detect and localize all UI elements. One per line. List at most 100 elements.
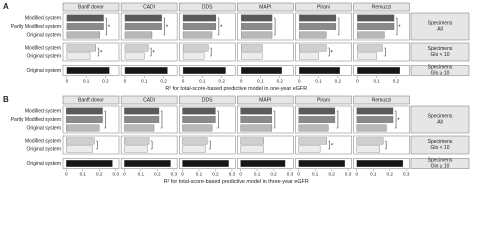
significance-label: * (166, 25, 169, 31)
x-tick-label: 0 (181, 172, 184, 177)
x-tick-label: 0.1 (315, 79, 322, 84)
facet-title: MAPI (259, 5, 271, 11)
x-tick-label: 0.3 (345, 172, 352, 177)
group-label-line: Glo ≥ 10 (431, 164, 450, 170)
group-label-line: Specimens (428, 140, 453, 146)
significance-bracket (217, 110, 219, 129)
bar (66, 67, 110, 74)
facet-title: Remuzzi (372, 5, 391, 11)
x-tick-label: 0 (182, 79, 185, 84)
group-label: Specimens Glo < 10 (428, 140, 453, 152)
row-label: Modified system (25, 45, 61, 51)
significance-bracket (217, 17, 220, 36)
bar (124, 31, 153, 39)
x-tick-label: 0.1 (370, 172, 377, 177)
row-label: Original system (27, 161, 61, 167)
facet-title: CADI (143, 5, 155, 11)
significance-bracket (273, 110, 276, 129)
panel-label: B (3, 95, 9, 104)
bar (356, 107, 394, 115)
significance-bracket (105, 17, 107, 36)
facet-title: Pirani (317, 5, 330, 11)
facet-strip (62, 95, 120, 105)
bar (240, 145, 264, 153)
group-label-line: All (437, 27, 443, 33)
row-label: Original system (27, 32, 61, 38)
significance-label: * (398, 25, 401, 31)
bar (298, 116, 336, 123)
bar (124, 44, 149, 52)
significance-label: * (397, 118, 400, 124)
bar (124, 116, 160, 123)
bar (298, 137, 327, 145)
x-tick-label: 0 (356, 172, 359, 177)
significance-bracket (149, 47, 152, 57)
group-strip (410, 12, 470, 41)
bar (356, 160, 404, 167)
bar (240, 116, 273, 123)
facet-title: Banff donor (78, 98, 104, 104)
bar (124, 14, 162, 22)
bar (124, 52, 145, 60)
bar (357, 23, 395, 30)
facet-strip (120, 2, 178, 12)
bar (356, 137, 384, 145)
bar (182, 116, 216, 123)
bar (66, 52, 91, 60)
significance-bracket (163, 17, 165, 36)
x-tick-label: 0 (123, 172, 126, 177)
x-tick-label: 0.1 (312, 172, 319, 177)
bar (357, 52, 377, 60)
row-label: Modified system (25, 108, 61, 114)
significance-bracket (328, 140, 330, 150)
x-tick-label: 0.2 (393, 79, 400, 84)
bar (357, 44, 383, 52)
x-tick-label: 0.1 (83, 79, 90, 84)
bar (66, 160, 113, 167)
bar (124, 124, 155, 132)
bar (240, 124, 273, 132)
group-label-line: Glo ≥ 10 (431, 71, 450, 77)
bar (66, 107, 103, 115)
x-tick-label: 0.2 (270, 172, 277, 177)
bar (299, 14, 337, 22)
x-tick-label: 0 (239, 172, 242, 177)
bar (124, 23, 162, 30)
bar (182, 14, 217, 22)
bar (357, 67, 400, 74)
x-tick-label: 0 (356, 79, 359, 84)
bar (357, 14, 395, 22)
facet-title: DDS (202, 98, 213, 104)
significance-bracket (395, 17, 398, 36)
bar (66, 23, 104, 30)
x-tick-label: 0.2 (218, 79, 225, 84)
bar (66, 14, 104, 22)
group-strip (410, 158, 470, 169)
bar (240, 137, 264, 145)
bar (66, 44, 96, 52)
bar (182, 145, 206, 153)
bar (241, 23, 273, 30)
facet-strip (237, 95, 294, 105)
significance-bracket (337, 17, 340, 36)
bar (241, 67, 282, 74)
x-tick-label: 0 (124, 79, 127, 84)
significance-bracket (160, 110, 163, 129)
bar (299, 67, 340, 74)
significance-bracket (384, 140, 387, 150)
x-tick-label: 0.3 (229, 172, 236, 177)
bar (182, 23, 217, 30)
significance-label: * (220, 25, 223, 31)
bar (240, 107, 273, 115)
row-label: Original system (27, 125, 61, 131)
bar (298, 124, 329, 132)
bar (241, 52, 263, 60)
group-label: Specimens Glo ≥ 10 (428, 65, 453, 77)
facet-title: Pirani (317, 98, 330, 104)
x-axis-label: R² for total-score-based predictive mode… (165, 86, 307, 92)
bar (182, 137, 208, 145)
bar (299, 31, 327, 39)
bar (299, 52, 319, 60)
facet-title: CADI (143, 98, 155, 104)
bar (182, 124, 213, 132)
